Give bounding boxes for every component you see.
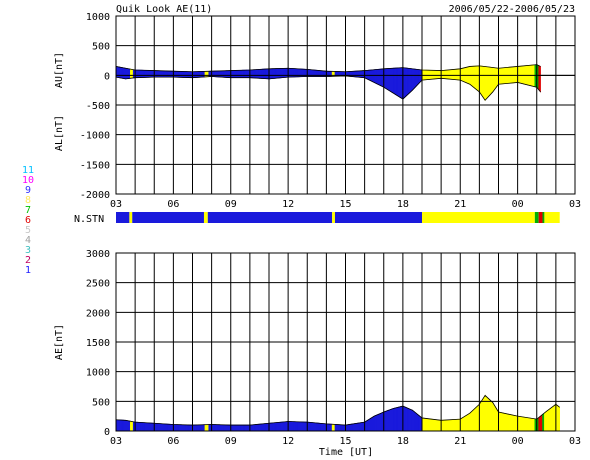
station-coverage-segment [534,212,539,223]
x-tick-label: 18 [397,199,409,210]
station-legend-entry: 7 [25,205,31,216]
x-tick-label: 06 [167,199,179,210]
y-tick-label: -2000 [80,190,110,201]
station-legend-entry: 6 [25,215,31,226]
date-range: 2006/05/22-2006/05/23 [449,4,575,15]
y-tick-label: 500 [92,397,110,408]
x-tick-label: 03 [569,436,581,447]
al-axis-label: AL[nT] [54,115,65,151]
station-legend-entry: 9 [25,185,31,196]
x-tick-label: 12 [282,199,294,210]
y-tick-label: -1000 [80,131,110,142]
station-coverage-bar [116,212,560,223]
y-tick-label: 0 [104,71,110,82]
station-coverage-segment [334,212,422,223]
y-tick-label: -500 [86,101,110,112]
y-tick-label: 500 [92,42,110,53]
station-coverage-segment [544,212,560,223]
station-bar-label: N.STN [74,214,104,225]
station-legend-entry: 2 [25,255,31,266]
station-coverage-segment [207,212,333,223]
station-coverage-segment [203,212,208,223]
station-legend-entry: 8 [25,195,31,206]
y-tick-label: 3000 [86,249,110,260]
x-tick-label: 03 [110,199,122,210]
ae-fill-segment [558,405,561,432]
plot-frame [115,252,576,432]
station-legend-entry: 5 [25,225,31,236]
x-tick-label: 03 [569,199,581,210]
station-legend-entry: 10 [22,175,34,186]
x-tick-label: 21 [454,199,466,210]
y-tick-label: 1000 [86,12,110,23]
station-coverage-segment [538,212,543,223]
station-coverage-segment [116,212,130,223]
figure-title: Quik Look AE(11) [116,4,212,15]
x-tick-label: 12 [282,436,294,447]
station-coverage-segment [422,212,535,223]
station-coverage-segment [132,212,204,223]
y-tick-label: 1000 [86,368,110,379]
x-tick-label: 09 [225,436,237,447]
station-legend-entry: 4 [25,235,31,246]
au-al-fill-segment [539,65,541,93]
x-tick-label: 00 [512,436,524,447]
station-legend-entry: 11 [22,165,34,176]
y-tick-label: 2000 [86,308,110,319]
al-series-line [115,75,541,101]
y-tick-label: 0 [104,427,110,438]
station-coverage-segment [129,212,133,223]
y-tick-label: 2500 [86,279,110,290]
x-tick-label: 21 [454,436,466,447]
x-tick-label: 00 [512,199,524,210]
x-tick-label: 18 [397,436,409,447]
station-legend-entry: 1 [25,265,31,276]
x-tick-label: 09 [225,199,237,210]
x-tick-label: 03 [110,436,122,447]
y-tick-label: -1500 [80,160,110,171]
au-axis-label: AU[nT] [54,52,65,88]
x-tick-label: 15 [339,199,351,210]
x-axis-title: Time [UT] [319,447,373,458]
station-coverage-segment [332,212,335,223]
station-coverage-segment [542,212,545,223]
y-tick-label: 1500 [86,338,110,349]
ae-axis-label: AE[nT] [54,324,65,360]
station-legend-entry: 3 [25,245,31,256]
plot-frame [115,15,576,195]
x-tick-label: 06 [167,436,179,447]
x-tick-label: 15 [339,436,351,447]
